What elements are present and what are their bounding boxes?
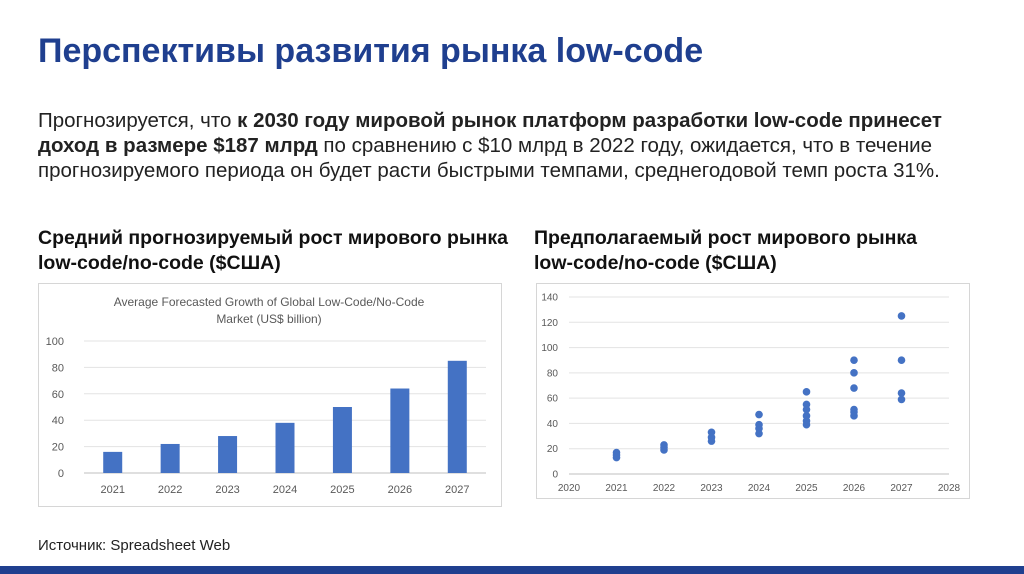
- scatter-y-tick-label: 80: [547, 368, 559, 379]
- scatter-y-tick-label: 20: [547, 444, 559, 455]
- scatter-point: [755, 410, 763, 419]
- scatter-y-tick-label: 100: [541, 343, 558, 354]
- scatter-point: [707, 428, 716, 437]
- bar-2026: [390, 388, 410, 473]
- intro-text-bold: к 2030 году мировой рынок платформ разра…: [38, 109, 942, 157]
- scatter-x-tick-label: 2020: [558, 483, 581, 494]
- bar-2025: [332, 407, 352, 473]
- source-note: Источник: Spreadsheet Web: [38, 537, 231, 554]
- scatter-point: [755, 420, 763, 429]
- bar-x-tick-label: 2027: [445, 484, 469, 496]
- bar-chart-title-line: Average Forecasted Growth of Global Low-…: [114, 295, 425, 309]
- scatter-x-tick-label: 2026: [843, 483, 866, 494]
- left-chart-heading: Средний прогнозируемый рост мирового рын…: [38, 227, 508, 274]
- bar-2021: [103, 451, 123, 473]
- scatter-x-tick-label: 2024: [748, 483, 771, 494]
- bottom-accent-bar: [0, 566, 1024, 574]
- scatter-chart-panel: 0 20 40 60 80 100 120 140 2020 2021 2022 2023 2024 20…: [536, 283, 970, 499]
- bar-y-tick-label: 20: [52, 442, 64, 454]
- bar-2027: [447, 360, 467, 473]
- bar-2022: [160, 443, 180, 473]
- right-chart-heading: Предполагаемый рост мирового рынка low-c…: [534, 227, 918, 274]
- scatter-x-tick-label: 2028: [938, 483, 961, 494]
- intro-paragraph: Прогнозируется, что к 2030 году мировой …: [38, 108, 988, 183]
- bar-2023: [218, 436, 238, 473]
- scatter-y-tick-label: 0: [552, 470, 558, 481]
- bar-x-tick-label: 2025: [330, 484, 354, 496]
- scatter-point: [897, 356, 906, 365]
- scatter-y-tick-label: 140: [541, 293, 558, 304]
- bar-chart: Average Forecasted Growth of Global Low-…: [46, 295, 486, 496]
- bar-x-tick-label: 2026: [388, 484, 412, 496]
- scatter-x-tick-label: 2022: [653, 483, 676, 494]
- scatter-chart: 0 20 40 60 80 100 120 140 2020 2021 2022 2023 2024 20…: [541, 293, 961, 495]
- bar-y-tick-label: 100: [46, 336, 64, 348]
- scatter-y-tick-label: 40: [547, 419, 559, 430]
- scatter-point: [897, 395, 906, 404]
- bar-y-tick-label: 0: [58, 468, 64, 480]
- bar-x-tick-label: 2024: [273, 484, 297, 496]
- bar-chart-title-line: Market (US$ billion): [216, 312, 321, 326]
- scatter-x-tick-label: 2027: [890, 483, 913, 494]
- scatter-point: [850, 369, 858, 377]
- slide-title: Перспективы развития рынка low-code: [38, 32, 704, 70]
- scatter-point: [897, 312, 906, 320]
- intro-text-start: Прогнозируется, что: [38, 109, 238, 132]
- scatter-point: [850, 405, 858, 414]
- bar-y-tick-label: 80: [52, 362, 64, 374]
- scatter-y-tick-label: 60: [547, 394, 559, 405]
- scatter-point: [802, 388, 811, 396]
- bar-chart-panel: Average Forecasted Growth of Global Low-…: [38, 283, 502, 507]
- bar-x-tick-label: 2021: [100, 484, 124, 496]
- bar-2024: [275, 422, 295, 473]
- scatter-point: [897, 389, 906, 397]
- bar-y-tick-label: 60: [52, 389, 64, 401]
- scatter-x-tick-label: 2025: [795, 483, 818, 494]
- scatter-point: [612, 448, 621, 457]
- intro-text-end: по сравнению с $10 млрд в 2022 году, ожи…: [38, 134, 940, 182]
- bar-y-tick-label: 40: [52, 415, 64, 427]
- scatter-point: [802, 400, 811, 409]
- scatter-point: [850, 384, 858, 392]
- scatter-x-tick-label: 2023: [700, 483, 723, 494]
- scatter-y-tick-label: 120: [541, 318, 558, 329]
- scatter-point: [802, 412, 811, 420]
- scatter-point: [660, 441, 668, 449]
- bar-x-tick-label: 2023: [215, 484, 239, 496]
- bar-x-tick-label: 2022: [158, 484, 182, 496]
- scatter-x-tick-label: 2021: [605, 483, 628, 494]
- scatter-point: [850, 356, 858, 365]
